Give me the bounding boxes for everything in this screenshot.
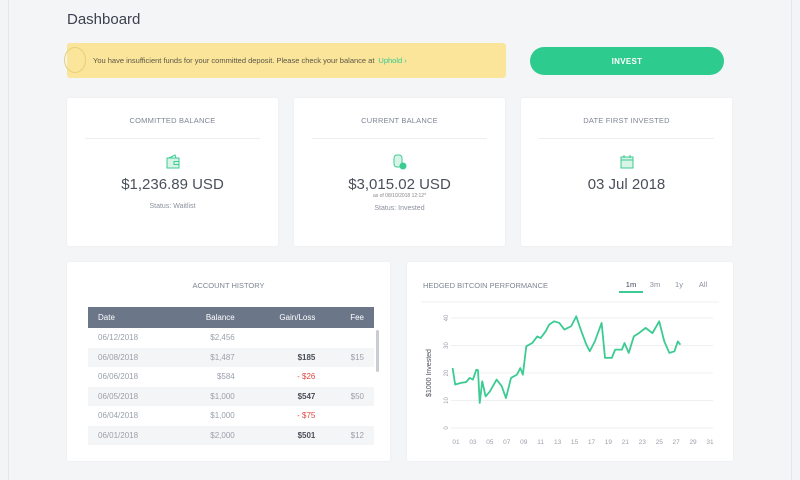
page-title: Dashboard	[67, 11, 141, 28]
current-balance-value: $3,015.02 USD	[348, 176, 451, 193]
performance-line	[451, 315, 682, 404]
x-tick-label: 19	[605, 439, 613, 446]
x-tick-label: 23	[639, 439, 647, 446]
date-first-invested-card: DATE FIRST INVESTED 03 Jul 2018	[521, 98, 732, 246]
x-tick-label: 17	[588, 439, 596, 446]
fee-cell	[325, 406, 374, 426]
chart-title: HEDGED BITCOIN PERFORMANCE	[423, 281, 549, 290]
x-tick-label: 03	[469, 439, 477, 446]
as-of-timestamp: as of 08/10/2018 12:12*	[372, 193, 427, 199]
gain-loss-cell	[245, 328, 326, 348]
x-tick-label: 27	[673, 439, 681, 446]
fee-cell: $15	[325, 347, 374, 367]
fee-cell: $12	[325, 425, 374, 445]
card-label: DATE FIRST INVESTED	[583, 116, 670, 125]
y-tick-label: 30	[444, 342, 450, 349]
balance-cell: $2,456	[210, 333, 235, 343]
x-tick-label: 29	[689, 439, 697, 446]
fee-cell	[325, 328, 374, 348]
col-gain-loss: Gain/Loss	[244, 307, 326, 328]
gear-icon	[64, 47, 86, 73]
x-tick-label: 09	[520, 439, 528, 446]
x-tick-label: 15	[571, 439, 579, 446]
table-row: 06/05/2018 $1,000 $547 $50	[88, 386, 374, 406]
card-label: CURRENT BALANCE	[361, 116, 438, 125]
date-cell: 06/08/2018	[88, 347, 175, 367]
x-tick-label: 11	[537, 439, 544, 446]
committed-balance-value: $1,236.89 USD	[121, 176, 224, 193]
banner-message: You have insufficient funds for your com…	[93, 56, 375, 65]
fee-cell	[325, 367, 374, 387]
date-cell: 06/12/2018	[98, 333, 139, 343]
tab-1y[interactable]: 1y	[675, 280, 683, 289]
x-tick-label: 01	[452, 439, 460, 446]
fee-cell: $50	[325, 386, 374, 406]
card-label: COMMITTED BALANCE	[129, 116, 216, 125]
y-axis-label: $1000 Invested	[426, 349, 433, 397]
y-tick-label: 20	[444, 369, 450, 376]
gain-loss-cell: $185	[244, 347, 326, 367]
date-cell: 06/06/2018	[98, 372, 139, 382]
y-tick-label: 0	[444, 426, 450, 430]
performance-chart: 0 10 20 30 40 01 03 05 07 09 11 13 15 17 19 21 23 25 27 29 3…	[421, 301, 719, 446]
account-history-table: Date Balance Gain/Loss Fee 06/12/2018 $2,…	[88, 307, 374, 445]
status-text: Status: Waitlist	[149, 203, 196, 210]
balance-cell: $1,000	[210, 411, 235, 421]
uphold-link[interactable]: Uphold ›	[378, 56, 407, 65]
balance-cell: $1,000	[174, 386, 245, 406]
table-row: 06/01/2018 $2,000 $501 $12	[88, 425, 374, 445]
coins-icon	[393, 154, 406, 170]
performance-card: HEDGED BITCOIN PERFORMANCE 1m 3m 1y All …	[407, 262, 733, 461]
x-tick-label: 07	[503, 439, 511, 446]
committed-balance-card: COMMITTED BALANCE $1,236.89 USD Status: …	[67, 98, 278, 246]
balance-cell: $1,487	[174, 347, 245, 367]
gain-loss-cell: - $75	[297, 411, 316, 421]
table-row: 06/06/2018 $584 - $26	[88, 367, 374, 387]
gain-loss-cell: $547	[244, 386, 326, 406]
table-scrollbar[interactable]	[376, 330, 379, 372]
current-balance-card: CURRENT BALANCE $3,015.02 USD as of 08/1…	[294, 98, 505, 246]
col-fee: Fee	[325, 307, 374, 328]
y-tick-label: 40	[444, 314, 450, 321]
gain-loss-cell: $501	[244, 425, 326, 445]
gain-loss-cell: - $26	[297, 372, 316, 382]
table-row: 06/08/2018 $1,487 $185 $15	[88, 347, 374, 367]
x-tick-label: 05	[486, 439, 494, 446]
table-row: 06/04/2018 $1,000 - $75	[88, 406, 374, 426]
x-tick-label: 25	[656, 439, 664, 446]
table-row: 06/12/2018 $2,456	[88, 328, 374, 348]
col-date: Date	[88, 307, 175, 328]
x-tick-label: 21	[622, 439, 630, 446]
invest-button[interactable]: INVEST	[530, 47, 724, 75]
date-first-invested-value: 03 Jul 2018	[587, 176, 666, 193]
balance-cell: $2,000	[174, 425, 245, 445]
date-cell: 06/05/2018	[88, 386, 175, 406]
col-balance: Balance	[174, 307, 245, 328]
account-history-title: ACCOUNT HISTORY	[192, 281, 265, 290]
tab-1m[interactable]: 1m	[619, 280, 643, 293]
y-tick-label: 10	[444, 397, 450, 404]
status-text: Status: Invested	[374, 205, 425, 212]
tab-3m[interactable]: 3m	[649, 280, 661, 289]
date-cell: 06/04/2018	[98, 411, 139, 421]
balance-cell: $584	[216, 372, 235, 382]
insufficient-funds-banner: You have insufficient funds for your com…	[64, 43, 506, 78]
x-tick-label: 13	[554, 439, 562, 446]
account-history-card: ACCOUNT HISTORY Date Balance Gain/Loss F…	[67, 262, 390, 461]
date-cell: 06/01/2018	[88, 425, 175, 445]
wallet-icon	[166, 154, 179, 169]
calendar-icon	[620, 155, 633, 169]
x-tick-label: 31	[706, 439, 714, 446]
tab-all[interactable]: All	[698, 280, 708, 289]
